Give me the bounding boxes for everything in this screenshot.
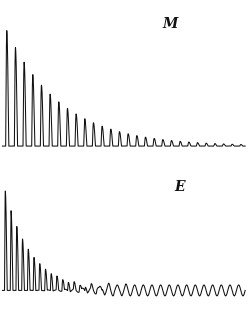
Text: M: M: [162, 17, 178, 31]
Text: E: E: [175, 180, 185, 194]
